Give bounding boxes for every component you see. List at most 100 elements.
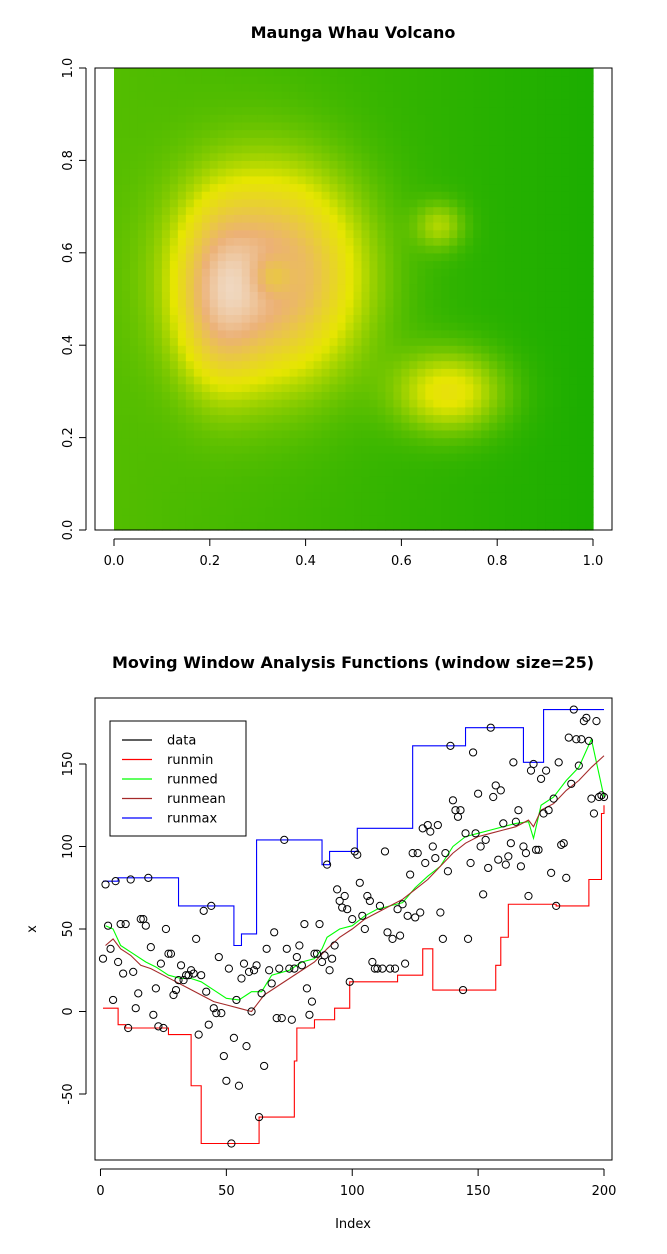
heatmap-cell bbox=[513, 137, 522, 146]
heatmap-cell bbox=[137, 137, 147, 146]
heatmap-cell bbox=[217, 245, 227, 254]
heatmap-cell bbox=[129, 121, 139, 131]
heatmap-cell bbox=[169, 260, 179, 269]
heatmap-cell bbox=[449, 75, 458, 84]
heatmap-cell bbox=[585, 468, 594, 477]
heatmap-cell bbox=[529, 291, 538, 300]
heatmap-cell bbox=[233, 260, 243, 269]
heatmap-cell bbox=[457, 506, 466, 516]
heatmap-cell bbox=[265, 106, 275, 115]
heatmap-cell bbox=[169, 237, 179, 246]
heatmap-cell bbox=[577, 222, 586, 231]
heatmap-cell bbox=[409, 337, 418, 346]
heatmap-cell bbox=[233, 406, 243, 416]
heatmap-cell bbox=[473, 429, 482, 439]
heatmap-cell bbox=[489, 406, 498, 416]
heatmap-cell bbox=[489, 152, 498, 161]
heatmap-cell bbox=[585, 399, 594, 408]
heatmap-cell bbox=[425, 476, 434, 485]
heatmap-cell bbox=[473, 106, 482, 115]
heatmap-cell bbox=[129, 322, 139, 331]
heatmap-cell bbox=[273, 429, 283, 439]
heatmap-cell bbox=[297, 152, 307, 161]
heatmap-cell bbox=[337, 368, 347, 377]
heatmap-cell bbox=[121, 429, 131, 439]
heatmap-cell bbox=[265, 268, 275, 277]
data-point bbox=[227, 1139, 236, 1148]
y-axis-label: x bbox=[25, 925, 40, 933]
heatmap-cell bbox=[497, 91, 506, 100]
heatmap-cell bbox=[561, 68, 570, 77]
heatmap-cell bbox=[305, 75, 315, 84]
heatmap-cell bbox=[457, 222, 466, 231]
heatmap-cell bbox=[121, 145, 131, 154]
heatmap-cell bbox=[217, 152, 227, 161]
heatmap-cell bbox=[185, 345, 195, 354]
heatmap-cell bbox=[241, 460, 251, 469]
heatmap-cell bbox=[177, 275, 187, 285]
heatmap-cell bbox=[465, 460, 474, 469]
heatmap-cell bbox=[369, 422, 379, 431]
heatmap-cell bbox=[529, 406, 538, 416]
heatmap-cell bbox=[449, 275, 458, 285]
heatmap-cell bbox=[545, 191, 554, 200]
heatmap-cell bbox=[305, 214, 315, 223]
heatmap-cell bbox=[537, 414, 546, 423]
heatmap-cell bbox=[497, 106, 506, 115]
heatmap-cell bbox=[353, 491, 363, 500]
heatmap-cell bbox=[521, 245, 530, 254]
heatmap-cell bbox=[121, 306, 131, 315]
heatmap-cell bbox=[561, 291, 570, 300]
heatmap-cell bbox=[145, 168, 155, 177]
heatmap-cell bbox=[409, 383, 418, 392]
heatmap-cell bbox=[569, 483, 578, 493]
heatmap-cell bbox=[185, 491, 195, 500]
heatmap-cell bbox=[153, 268, 163, 277]
heatmap-cell bbox=[225, 322, 235, 331]
heatmap-cell bbox=[409, 129, 418, 138]
heatmap-cell bbox=[353, 337, 363, 346]
heatmap-cell bbox=[329, 168, 339, 177]
heatmap-cell bbox=[209, 198, 219, 208]
heatmap-cell bbox=[409, 522, 418, 531]
heatmap-cell bbox=[273, 168, 283, 177]
heatmap-cell bbox=[585, 229, 594, 238]
heatmap-cell bbox=[369, 460, 379, 469]
heatmap-cell bbox=[585, 406, 594, 416]
data-point bbox=[265, 966, 274, 975]
heatmap-cell bbox=[569, 337, 578, 346]
heatmap-cell bbox=[169, 206, 179, 215]
heatmap-cell bbox=[425, 453, 434, 462]
heatmap-cell bbox=[249, 275, 259, 285]
heatmap-cell bbox=[193, 422, 203, 431]
heatmap-cell bbox=[241, 406, 251, 416]
heatmap-cell bbox=[497, 383, 506, 392]
heatmap-cell bbox=[305, 121, 315, 131]
heatmap-cell bbox=[553, 522, 562, 531]
heatmap-cell bbox=[385, 237, 395, 246]
heatmap-cell bbox=[201, 460, 211, 469]
heatmap-cell bbox=[169, 183, 179, 192]
heatmap-cell bbox=[529, 514, 538, 523]
heatmap-cell bbox=[441, 98, 450, 108]
heatmap-cell bbox=[441, 191, 450, 200]
heatmap-cell bbox=[385, 499, 395, 508]
heatmap-cell bbox=[289, 168, 299, 177]
heatmap-cell bbox=[481, 506, 490, 516]
heatmap-cell bbox=[193, 283, 203, 292]
heatmap-cell bbox=[417, 414, 426, 423]
heatmap-cell bbox=[249, 514, 259, 523]
heatmap-cell bbox=[161, 422, 171, 431]
heatmap-cell bbox=[377, 476, 387, 485]
heatmap-cell bbox=[577, 483, 586, 493]
heatmap-cell bbox=[313, 506, 323, 516]
heatmap-cell bbox=[441, 291, 450, 300]
heatmap-cell bbox=[329, 476, 339, 485]
heatmap-cell bbox=[137, 337, 147, 346]
heatmap-cell bbox=[289, 345, 299, 354]
heatmap-cell bbox=[114, 152, 123, 161]
heatmap-cell bbox=[369, 429, 379, 439]
heatmap-cell bbox=[441, 522, 450, 531]
heatmap-cell bbox=[177, 406, 187, 416]
heatmap-cell bbox=[561, 352, 570, 362]
